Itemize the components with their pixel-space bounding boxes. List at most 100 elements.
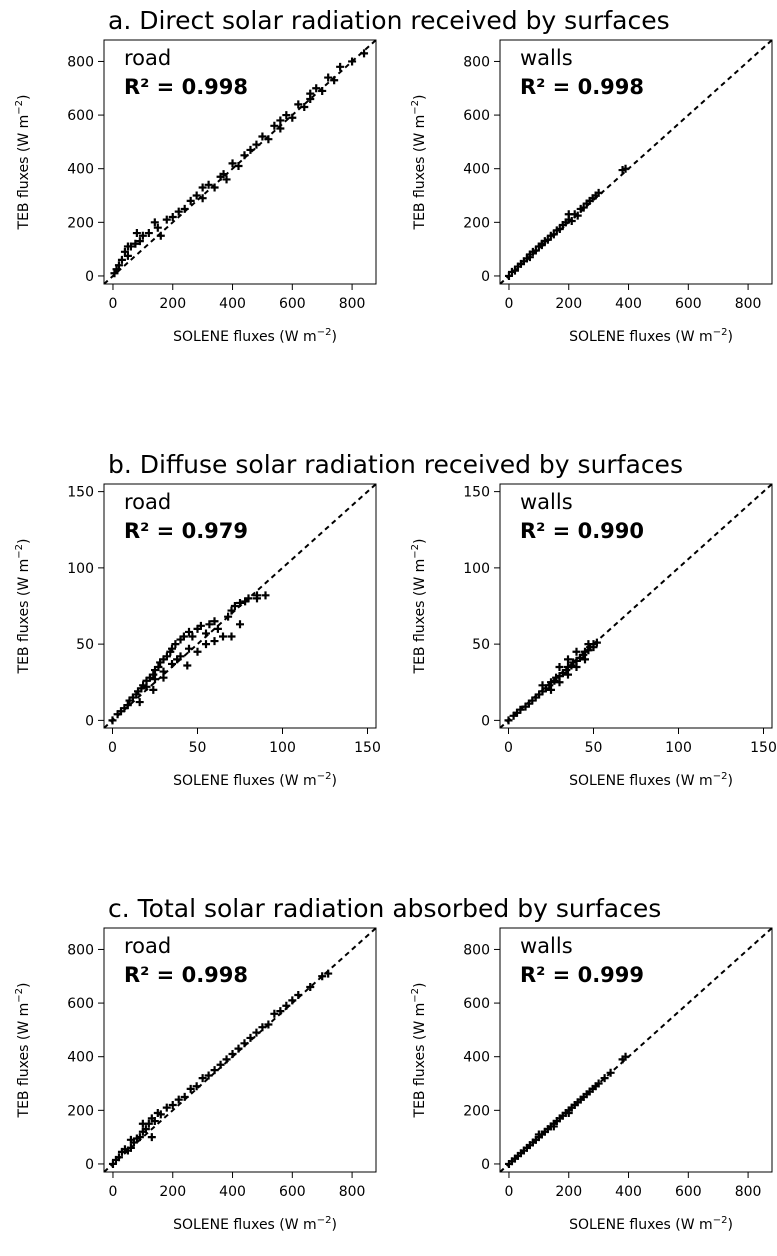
y-axis-label: TEB fluxes (W m−2) xyxy=(410,95,428,231)
data-point xyxy=(147,1133,156,1142)
data-point xyxy=(288,113,297,122)
data-point xyxy=(162,652,171,661)
r-squared-label: R² = 0.979 xyxy=(124,519,248,543)
data-point xyxy=(142,682,151,691)
y-tick-label: 150 xyxy=(463,485,490,501)
data-point xyxy=(156,231,165,240)
data-point xyxy=(318,86,327,95)
data-point xyxy=(174,207,183,216)
y-tick-label: 150 xyxy=(67,485,94,501)
y-tick-label: 0 xyxy=(481,1157,490,1173)
data-point xyxy=(192,1082,201,1091)
data-point xyxy=(312,84,321,93)
r-squared-label: R² = 0.999 xyxy=(520,963,644,987)
y-tick-label: 0 xyxy=(481,269,490,285)
y-tick-label: 200 xyxy=(463,1103,490,1119)
data-point xyxy=(252,140,261,149)
data-point xyxy=(336,62,345,71)
data-point xyxy=(306,94,315,103)
y-tick-label: 200 xyxy=(463,215,490,231)
x-tick-label: 0 xyxy=(505,1184,514,1200)
data-point xyxy=(153,223,162,232)
x-tick-label: 800 xyxy=(735,296,762,312)
data-point xyxy=(261,591,270,600)
section-title-c: c. Total solar radiation absorbed by sur… xyxy=(108,894,661,923)
data-point xyxy=(185,644,193,653)
panel-label: walls xyxy=(520,490,573,514)
x-tick-label: 600 xyxy=(675,296,702,312)
data-point xyxy=(258,1023,267,1032)
data-point xyxy=(179,632,188,641)
data-point xyxy=(555,663,564,671)
y-tick-label: 400 xyxy=(463,162,490,178)
y-axis-label: TEB fluxes (W m−2) xyxy=(14,95,32,231)
data-point xyxy=(572,663,581,671)
x-tick-label: 600 xyxy=(675,1184,702,1200)
data-point xyxy=(606,1068,615,1077)
data-point xyxy=(592,638,601,647)
x-tick-label: 0 xyxy=(109,1184,118,1200)
data-point xyxy=(193,647,202,656)
data-point xyxy=(294,100,303,109)
x-tick-label: 400 xyxy=(219,1184,246,1200)
y-tick-label: 50 xyxy=(76,637,94,653)
data-point xyxy=(504,271,513,280)
data-point xyxy=(202,640,210,649)
data-point xyxy=(618,166,627,175)
data-point xyxy=(589,643,598,652)
x-tick-label: 400 xyxy=(219,296,246,312)
data-point xyxy=(258,132,267,141)
y-tick-label: 400 xyxy=(463,1050,490,1066)
data-point xyxy=(230,602,239,610)
y-tick-label: 600 xyxy=(67,996,94,1012)
data-point xyxy=(210,617,219,626)
data-point xyxy=(537,239,546,248)
data-point xyxy=(549,1122,558,1131)
data-point xyxy=(282,1001,291,1010)
data-point xyxy=(294,991,303,1000)
y-tick-label: 0 xyxy=(85,269,94,285)
data-point xyxy=(252,1028,261,1037)
y-tick-label: 800 xyxy=(67,54,94,70)
y-tick-label: 0 xyxy=(481,713,490,729)
data-point xyxy=(276,1007,285,1016)
data-point xyxy=(168,212,177,221)
data-point xyxy=(149,670,158,679)
data-point xyxy=(159,673,168,682)
data-point xyxy=(300,103,309,112)
data-point xyxy=(264,135,273,144)
data-point xyxy=(270,121,279,130)
data-point xyxy=(549,230,558,239)
panel-label: walls xyxy=(520,934,573,958)
r-squared-label: R² = 0.998 xyxy=(124,75,248,99)
reference-line xyxy=(500,928,772,1172)
data-point xyxy=(149,685,158,694)
data-point xyxy=(114,261,123,270)
data-point xyxy=(534,1130,543,1139)
data-point xyxy=(151,675,159,684)
x-tick-label: 100 xyxy=(665,740,692,756)
data-point xyxy=(510,266,519,275)
data-point xyxy=(525,250,534,259)
data-point xyxy=(186,1084,195,1093)
data-point xyxy=(227,606,236,615)
data-point xyxy=(567,216,576,225)
data-point xyxy=(198,1074,207,1083)
data-point xyxy=(543,235,552,244)
data-point xyxy=(216,1060,225,1069)
data-point xyxy=(236,620,244,629)
data-point xyxy=(564,1109,573,1118)
x-tick-label: 200 xyxy=(555,296,582,312)
data-point xyxy=(348,57,357,66)
data-point xyxy=(135,1133,144,1142)
data-point xyxy=(227,632,236,641)
data-point xyxy=(538,681,547,690)
data-point xyxy=(173,655,182,664)
data-point xyxy=(240,151,249,160)
plot-frame xyxy=(499,39,773,285)
data-point xyxy=(573,211,582,220)
